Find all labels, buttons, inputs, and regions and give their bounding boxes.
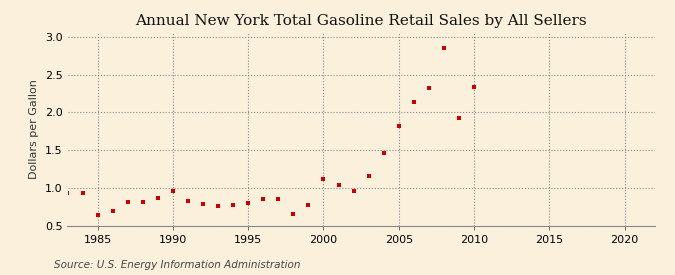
Point	[182, 199, 193, 204]
Point	[408, 100, 419, 104]
Point	[423, 86, 434, 91]
Point	[288, 212, 299, 216]
Point	[92, 213, 103, 218]
Y-axis label: Dollars per Gallon: Dollars per Gallon	[29, 79, 39, 179]
Point	[318, 177, 329, 182]
Point	[62, 191, 73, 196]
Point	[122, 200, 133, 204]
Point	[378, 150, 389, 155]
Point	[303, 203, 314, 207]
Point	[363, 174, 374, 178]
Point	[258, 197, 269, 201]
Point	[394, 124, 404, 128]
Point	[227, 203, 238, 208]
Text: Source: U.S. Energy Information Administration: Source: U.S. Energy Information Administ…	[54, 260, 300, 270]
Point	[198, 202, 209, 206]
Point	[243, 201, 254, 205]
Point	[348, 189, 359, 193]
Point	[468, 84, 479, 89]
Title: Annual New York Total Gasoline Retail Sales by All Sellers: Annual New York Total Gasoline Retail Sa…	[135, 14, 587, 28]
Point	[107, 208, 118, 213]
Point	[153, 195, 163, 200]
Point	[333, 183, 344, 188]
Point	[77, 191, 88, 195]
Point	[439, 46, 450, 51]
Point	[213, 204, 223, 208]
Point	[454, 116, 464, 120]
Point	[138, 200, 148, 205]
Point	[273, 197, 284, 201]
Point	[167, 189, 178, 193]
